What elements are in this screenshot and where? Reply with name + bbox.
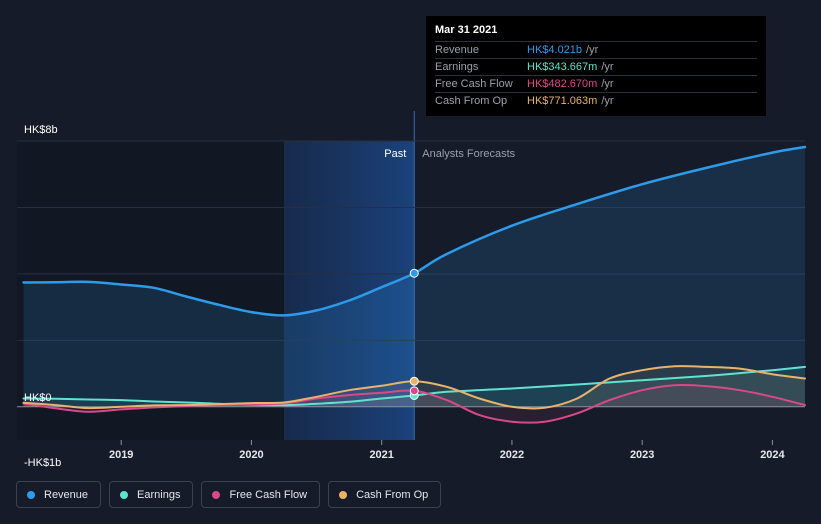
tooltip-value: HK$771.063m: [527, 95, 598, 107]
tooltip-label: Revenue: [435, 44, 480, 56]
tooltip-label: Free Cash Flow: [435, 78, 513, 90]
x-tick-label: 2022: [500, 449, 524, 461]
y-tick-label: -HK$1b: [24, 457, 61, 469]
tooltip-row-earnings: Earnings HK$343.667m /yr: [435, 58, 757, 75]
y-tick-label: HK$8b: [24, 124, 58, 136]
tooltip-unit: /yr: [601, 95, 614, 107]
fcf-marker: [409, 386, 419, 396]
x-tick-label: 2020: [239, 449, 263, 461]
legend-label: Revenue: [44, 488, 89, 501]
earnings-dot-icon: [120, 490, 129, 499]
chart-legend: Revenue Earnings Free Cash Flow Cash Fro…: [16, 481, 442, 508]
revenue-dot-icon: [27, 490, 35, 499]
tooltip-row-revenue: Revenue HK$4.021b /yr: [435, 41, 757, 58]
tooltip-value: HK$482.670m: [527, 78, 598, 90]
legend-item-free-cash-flow[interactable]: Free Cash Flow: [201, 481, 321, 508]
legend-label: Cash From Op: [356, 488, 429, 501]
tooltip-date: Mar 31 2021: [435, 24, 498, 36]
cfo-marker: [409, 376, 419, 386]
tooltip-row-cfo: Cash From Op HK$771.063m /yr: [435, 92, 757, 109]
revenue-marker: [409, 268, 419, 278]
legend-item-earnings[interactable]: Earnings: [109, 481, 194, 508]
tooltip-value: HK$343.667m: [527, 61, 598, 73]
legend-item-cash-from-op[interactable]: Cash From Op: [328, 481, 442, 508]
past-label: Past: [384, 148, 406, 160]
forecast-label: Analysts Forecasts: [422, 148, 515, 160]
revenue-line: [22, 145, 807, 317]
x-tick-label: 2023: [630, 449, 654, 461]
legend-label: Earnings: [137, 488, 181, 501]
cash-from-op-dot-icon: [339, 490, 348, 499]
tooltip-unit: /yr: [601, 61, 614, 73]
legend-item-revenue[interactable]: Revenue: [16, 481, 102, 508]
x-tick-label: 2021: [369, 449, 393, 461]
free-cash-flow-dot-icon: [212, 490, 221, 499]
data-tooltip: Mar 31 2021 Revenue HK$4.021b /yr Earnin…: [426, 16, 766, 116]
earnings-line: [22, 365, 806, 407]
legend-label: Free Cash Flow: [229, 488, 308, 501]
tooltip-label: Cash From Op: [435, 95, 508, 107]
y-tick-label: HK$0: [24, 392, 52, 404]
tooltip-row-fcf: Free Cash Flow HK$482.670m /yr: [435, 75, 757, 92]
tooltip-label: Earnings: [435, 61, 479, 73]
x-tick-label: 2024: [760, 449, 785, 461]
tooltip-value: HK$4.021b: [527, 44, 583, 56]
earnings-area: [23, 366, 805, 407]
tooltip-unit: /yr: [586, 44, 599, 56]
x-tick-label: 2019: [109, 449, 133, 461]
tooltip-unit: /yr: [601, 78, 614, 90]
fcf-area: [23, 384, 805, 423]
